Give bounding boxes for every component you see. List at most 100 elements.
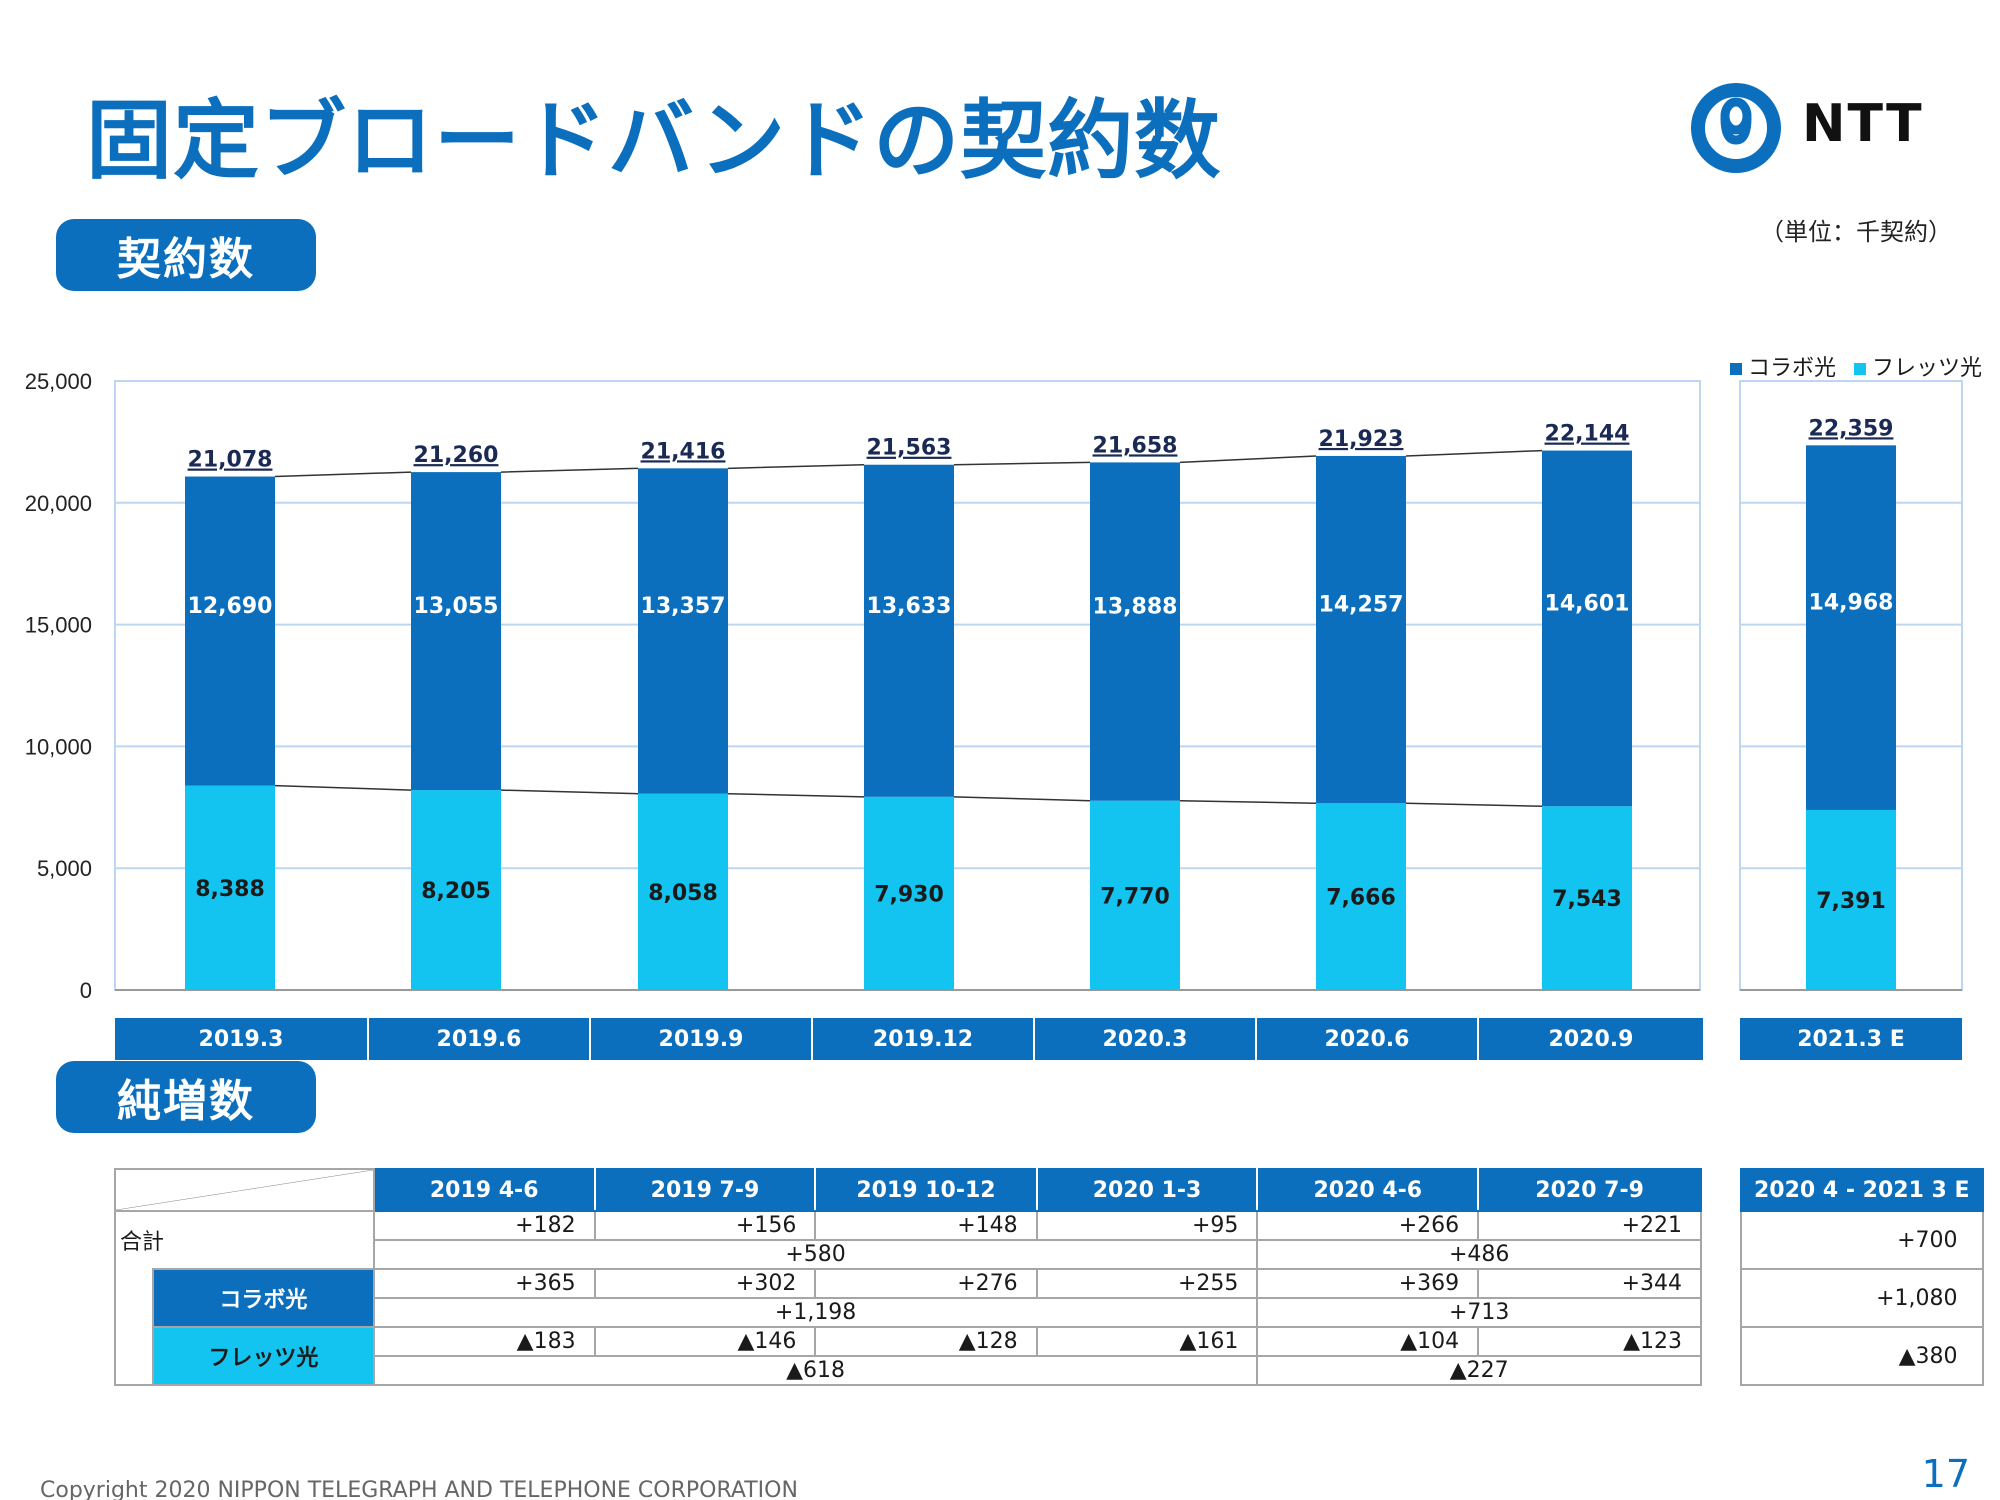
- table-cell: +365: [372, 1268, 596, 1299]
- table-cell: +713: [1256, 1297, 1702, 1328]
- data-label-flets: 7,770: [1100, 884, 1170, 909]
- ntt-logo: NTT: [1690, 82, 1940, 174]
- data-label-collabo: 13,633: [867, 594, 952, 619]
- y-tick-label: 20,000: [25, 491, 92, 516]
- legend-item-collabo: コラボ光: [1730, 350, 1836, 382]
- header-corner: [114, 1168, 375, 1212]
- data-label-collabo: 12,690: [188, 594, 273, 619]
- table-cell: ▲227: [1256, 1355, 1702, 1386]
- table-row: +1,198 +713: [115, 1297, 1702, 1328]
- x-tick-label: 2021.3 E: [1740, 1018, 1962, 1060]
- table-row: ▲380: [1740, 1326, 1984, 1386]
- table-cell: ▲123: [1477, 1326, 1702, 1357]
- header-cell: 2019 4-6: [372, 1168, 596, 1212]
- table-row: 合計 +182 +156 +148 +95 +266 +221: [114, 1210, 1702, 1269]
- row-label-flets: フレッツ光: [152, 1326, 375, 1386]
- table-row: コラボ光 +365 +302 +276 +255 +369 +344: [114, 1268, 1702, 1386]
- bar-collabo: [411, 472, 501, 791]
- page-number: 17: [1921, 1452, 1970, 1496]
- page-title: 固定ブロードバンドの契約数: [86, 91, 1222, 191]
- net-adds-header-row: 2019 4-6 2019 7-9 2019 10-12 2020 1-3 20…: [114, 1168, 1702, 1212]
- x-tick-label: 2020.9: [1479, 1018, 1703, 1060]
- table-cell: +369: [1256, 1268, 1480, 1299]
- data-label-flets: 7,666: [1326, 886, 1396, 911]
- table-cell: +486: [1256, 1239, 1702, 1270]
- x-tick-label: 2020.6: [1257, 1018, 1479, 1060]
- data-label-total: 21,658: [1093, 433, 1178, 458]
- row-label-total: 合計: [114, 1210, 375, 1269]
- table-cell: +148: [814, 1210, 1038, 1241]
- bar-flets: [864, 796, 954, 990]
- bar-flets: [638, 793, 728, 990]
- table-cell: +344: [1477, 1268, 1702, 1299]
- table-cell: +276: [814, 1268, 1038, 1299]
- table-cell: +302: [593, 1268, 817, 1299]
- table-cell: +255: [1035, 1268, 1259, 1299]
- x-tick-label: 2019.12: [813, 1018, 1035, 1060]
- y-tick-label: 5,000: [37, 856, 92, 881]
- data-label-total: 22,144: [1545, 422, 1630, 447]
- bar-flets: [1090, 800, 1180, 990]
- table-cell: +156: [593, 1210, 817, 1241]
- bar-collabo: [864, 464, 954, 797]
- data-label-total: 21,078: [188, 448, 273, 473]
- forecast-cell: ▲380: [1740, 1326, 1984, 1386]
- table-cell: ▲161: [1035, 1326, 1259, 1357]
- table-row: +700: [1740, 1210, 1984, 1270]
- data-label-total: 21,563: [867, 436, 952, 461]
- data-label-collabo: 14,968: [1809, 591, 1894, 616]
- stacked-bar-chart: 0 5,000 10,000 15,000 20,000 25,000 8,388 12,69…: [25, 369, 1963, 1003]
- header-cell: 2020 7-9: [1477, 1168, 1702, 1212]
- bar-flets: [1316, 803, 1406, 990]
- data-label-total: 21,923: [1319, 427, 1404, 452]
- data-label-flets: 7,930: [874, 882, 944, 907]
- header-cell: 2020 4-6: [1256, 1168, 1480, 1212]
- table-cell: ▲146: [593, 1326, 817, 1357]
- forecast-header-row: 2020 4 - 2021 3 E: [1740, 1168, 1984, 1212]
- forecast-cell: +700: [1740, 1210, 1984, 1270]
- chart-legend: コラボ光 フレッツ光: [1730, 350, 1982, 382]
- data-label-collabo: 14,601: [1545, 591, 1630, 616]
- table-row: フレッツ光 ▲183 ▲146 ▲128 ▲161 ▲104 ▲123: [115, 1326, 1702, 1386]
- bar-collabo: [1806, 445, 1896, 810]
- x-tick-label: 2019.6: [369, 1018, 591, 1060]
- trend-line-flets: [274, 784, 1543, 808]
- bar-collabo: [1316, 455, 1406, 804]
- data-label-flets: 8,058: [648, 881, 718, 906]
- y-tick-label: 25,000: [25, 369, 92, 394]
- data-label-collabo: 13,888: [1093, 595, 1178, 620]
- x-axis-labels: 2019.3 2019.6 2019.9 2019.12 2020.3 2020.6 202…: [115, 1018, 1703, 1060]
- y-tick-label: 0: [80, 978, 92, 1003]
- table-cell: ▲183: [372, 1326, 596, 1357]
- table-row: +1,080: [1740, 1268, 1984, 1328]
- x-tick-label: 2019.3: [115, 1018, 369, 1060]
- bar-flets: [411, 790, 501, 990]
- forecast-cell: +1,080: [1740, 1268, 1984, 1328]
- data-label-flets: 7,543: [1552, 887, 1622, 912]
- data-label-flets: 7,391: [1816, 889, 1886, 914]
- bar-flets: [185, 785, 275, 990]
- bar-collabo: [1090, 462, 1180, 801]
- section-net-adds-label: 純増数: [56, 1061, 316, 1133]
- net-adds-table: 2019 4-6 2019 7-9 2019 10-12 2020 1-3 20…: [114, 1168, 1702, 1386]
- x-tick-label: 2019.9: [591, 1018, 813, 1060]
- header-cell: 2019 7-9: [593, 1168, 817, 1212]
- table-cell: ▲104: [1256, 1326, 1480, 1357]
- trend-line-total: [274, 449, 1543, 478]
- table-cell: +221: [1477, 1210, 1702, 1241]
- logo-text: NTT: [1802, 94, 1924, 154]
- data-label-flets: 8,205: [421, 879, 491, 904]
- y-tick-label: 10,000: [25, 734, 92, 759]
- bar-collabo: [638, 468, 728, 794]
- indent-cell: [114, 1269, 154, 1386]
- bar-flets: [1806, 809, 1896, 990]
- bar-flets: [1542, 806, 1632, 990]
- data-label-total: 21,260: [414, 443, 499, 468]
- header-cell: 2019 10-12: [814, 1168, 1038, 1212]
- forecast-header-cell: 2020 4 - 2021 3 E: [1740, 1168, 1984, 1212]
- table-cell: ▲128: [814, 1326, 1038, 1357]
- data-label-total: 21,416: [641, 439, 726, 464]
- bar-collabo: [1542, 450, 1632, 807]
- data-label-collabo: 13,357: [641, 594, 726, 619]
- table-cell: +182: [372, 1210, 596, 1241]
